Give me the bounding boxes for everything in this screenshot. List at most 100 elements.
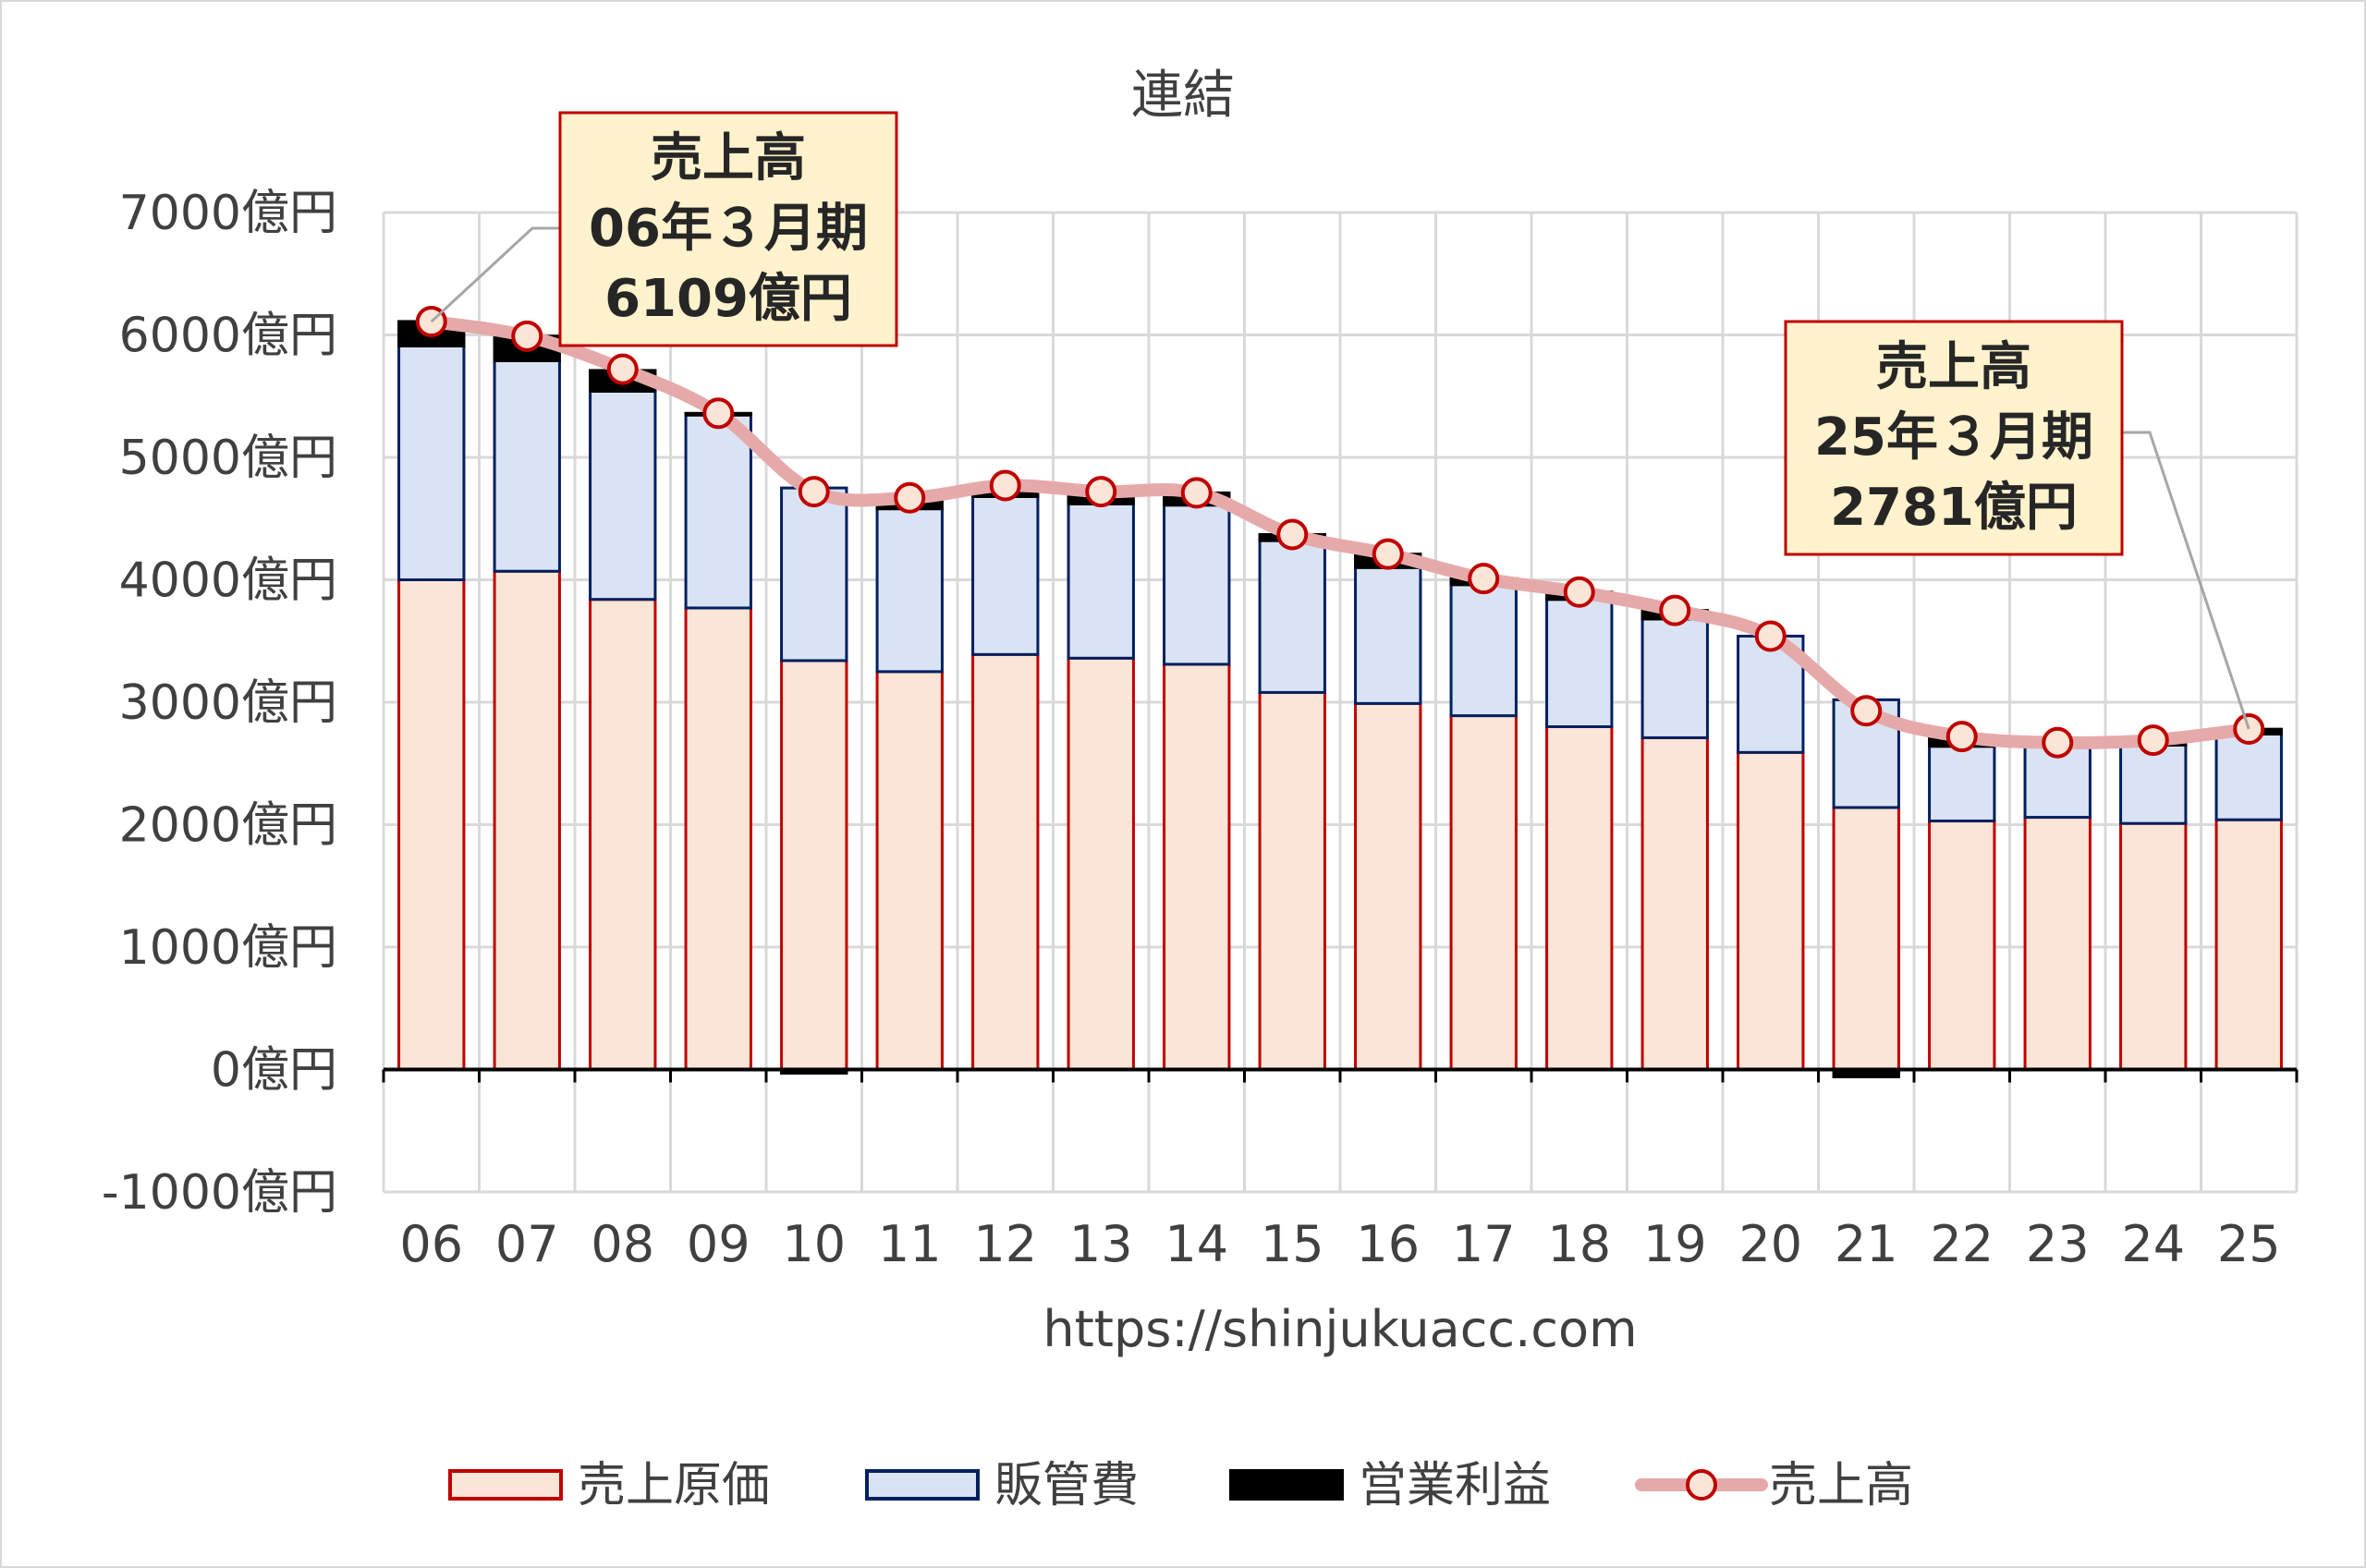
sales-point xyxy=(1085,476,1117,508)
bar-segment xyxy=(1354,701,1422,1071)
sales-point xyxy=(1659,594,1691,626)
bar-segment xyxy=(1545,598,1614,729)
bars-layer xyxy=(397,320,2283,1078)
y-tick-label: 2000億円 xyxy=(119,798,337,854)
y-tick-label: 1000億円 xyxy=(119,920,337,976)
y-tick-label: 3000億円 xyxy=(119,675,337,731)
legend-marker xyxy=(1686,1469,1717,1501)
bar-segment xyxy=(397,578,466,1071)
sales-point xyxy=(989,469,1021,502)
bar-segment xyxy=(1258,539,1326,694)
bar-segment xyxy=(493,359,561,573)
legend-swatch xyxy=(865,1469,980,1501)
sales-point xyxy=(1372,538,1404,570)
y-tick-label: 4000億円 xyxy=(119,553,337,609)
bar-segment xyxy=(589,598,657,1071)
line-layer xyxy=(415,306,2265,759)
bar-segment xyxy=(589,389,657,602)
x-tick-label: 22 xyxy=(1930,1215,1994,1273)
x-tick-label: 09 xyxy=(687,1215,750,1273)
y-tick-label: 5000億円 xyxy=(119,431,337,486)
x-tick-label: 14 xyxy=(1165,1215,1228,1273)
bar-segment xyxy=(1832,806,1900,1071)
callout-box xyxy=(1784,320,2124,556)
callout-line: 売上高 xyxy=(651,128,806,188)
bar-segment xyxy=(2214,818,2283,1071)
callout-line: 2781億円 xyxy=(1830,478,2078,538)
bar-segment xyxy=(397,344,466,581)
legend-label: 売上高 xyxy=(1769,1458,1913,1513)
bar-segment xyxy=(780,659,848,1071)
x-tick-label: 21 xyxy=(1835,1215,1898,1273)
sales-point xyxy=(798,476,830,508)
x-tick-label: 25 xyxy=(2217,1215,2281,1273)
bar-segment xyxy=(684,413,752,610)
bar-segment xyxy=(971,494,1040,656)
x-tick-label: 13 xyxy=(1069,1215,1133,1273)
x-tick-label: 18 xyxy=(1547,1215,1611,1273)
x-tick-label: 20 xyxy=(1738,1215,1802,1273)
y-axis-ticks: 7000億円 6000億円 5000億円 4000億円 3000億円 2000億円 1000… xyxy=(102,186,337,1221)
callout-line: 6109億円 xyxy=(604,269,852,329)
x-tick-label: 19 xyxy=(1643,1215,1707,1273)
x-tick-label: 23 xyxy=(2026,1215,2090,1273)
bar-segment xyxy=(1163,662,1231,1071)
x-tick-label: 15 xyxy=(1261,1215,1324,1273)
bar-segment xyxy=(1449,583,1518,718)
x-axis-categories: 06 07 08 09 10 11 12 13 14 15 16 17 18 19 20 21 22 23 24 25 xyxy=(399,1215,2280,1273)
sales-point xyxy=(702,397,735,430)
legend: 売上原価 販管費 営業利益 売上高 xyxy=(448,1458,1913,1513)
bar-segment xyxy=(1067,656,1135,1071)
y-tick-label: 7000億円 xyxy=(119,186,337,241)
x-tick-label: 10 xyxy=(782,1215,846,1273)
bar-segment xyxy=(1640,617,1709,739)
legend-label: 販管費 xyxy=(994,1458,1139,1513)
y-tick-label: -1000億円 xyxy=(102,1165,337,1221)
legend-swatch xyxy=(448,1469,563,1501)
bar-segment xyxy=(1737,750,1805,1071)
x-tick-label: 16 xyxy=(1356,1215,1420,1273)
sales-point xyxy=(2042,726,2074,759)
x-tick-label: 17 xyxy=(1452,1215,1516,1273)
bar-segment xyxy=(875,670,944,1071)
callout-line: 06年３月期 xyxy=(589,199,868,259)
bar-segment xyxy=(1545,725,1614,1071)
y-tick-label: 6000億円 xyxy=(119,309,337,364)
bar-segment xyxy=(684,606,752,1071)
sales-point xyxy=(1850,695,1883,727)
bar-segment xyxy=(2119,821,2188,1071)
legend-label: 売上原価 xyxy=(578,1458,770,1513)
bar-segment xyxy=(1258,690,1326,1072)
bar-segment xyxy=(971,652,1040,1071)
bar-segment xyxy=(2023,816,2092,1071)
sales-point xyxy=(1945,721,1978,753)
legend-swatch xyxy=(1229,1469,1344,1501)
bar-segment xyxy=(2119,743,2188,825)
callout-leader xyxy=(430,226,560,323)
x-tick-label: 07 xyxy=(495,1215,559,1273)
x-tick-label: 06 xyxy=(399,1215,463,1273)
x-axis-label: https://shinjukuacc.com xyxy=(1043,1300,1637,1358)
callout-line: 売上高 xyxy=(1876,337,2031,397)
sales-point xyxy=(1754,620,1787,652)
bar-segment xyxy=(1928,745,1996,823)
x-tick-label: 08 xyxy=(591,1215,654,1273)
x-tick-label: 11 xyxy=(878,1215,942,1273)
sales-point xyxy=(2137,724,2169,757)
callout-box xyxy=(558,111,898,347)
sales-point xyxy=(1468,563,1500,595)
chart-title: 連結 xyxy=(1131,66,1235,126)
bar-segment xyxy=(780,486,848,662)
callout-line: 25年３月期 xyxy=(1814,407,2093,468)
bar-segment xyxy=(875,507,944,674)
x-tick-label: 24 xyxy=(2121,1215,2185,1273)
callout-leader xyxy=(2122,431,2250,730)
bar-segment xyxy=(493,569,561,1071)
bar-segment xyxy=(1928,820,1996,1072)
sales-point xyxy=(606,353,639,385)
sales-point xyxy=(1180,477,1213,509)
sales-point xyxy=(1563,576,1595,608)
sales-point xyxy=(894,481,926,514)
